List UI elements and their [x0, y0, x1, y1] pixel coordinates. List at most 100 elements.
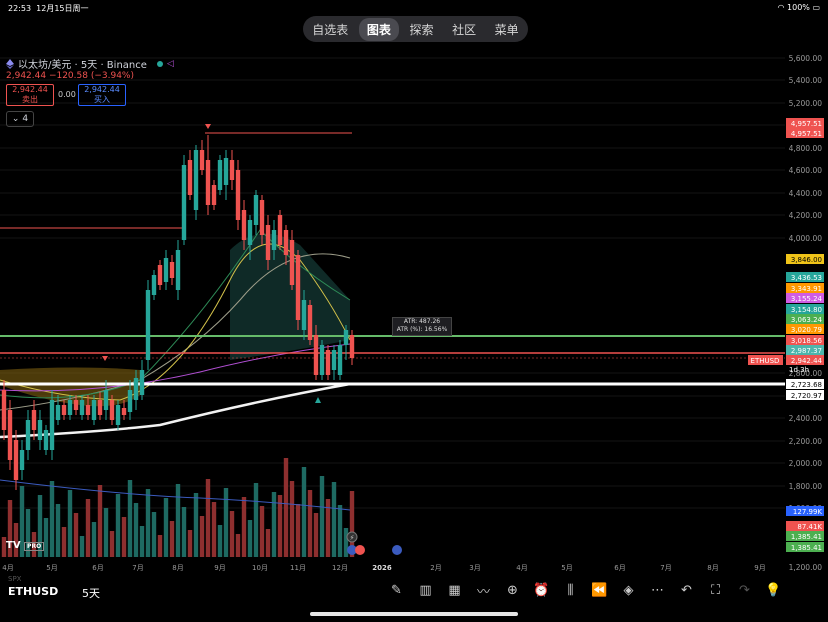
chart-type-icon[interactable]: ▥ [419, 583, 432, 598]
volume-bar [319, 476, 325, 557]
time-tick: 3月 [469, 564, 480, 572]
candle-body [295, 255, 301, 320]
more-icon[interactable]: ⋯ [651, 583, 664, 598]
indicator-toggle[interactable]: ⌄ 4 [6, 111, 34, 127]
rewind-icon[interactable]: ⏪ [591, 583, 608, 598]
time-tick: 8月 [172, 564, 183, 572]
redo-icon[interactable]: ↷ [739, 583, 750, 598]
candle [31, 400, 37, 440]
bottom-symbol[interactable]: ETHUSD [8, 585, 59, 598]
price-label: 2,723.68 [791, 381, 822, 389]
price-tick: 5,400.00 [789, 76, 823, 85]
volume-bar [91, 522, 97, 557]
candle [259, 195, 265, 245]
candle-body [307, 305, 313, 340]
price-label: 3,155.24 [791, 295, 823, 303]
tab-menu[interactable]: 菜单 [494, 22, 519, 37]
sell-button[interactable]: 2,942.44 卖出 [6, 84, 54, 106]
pencil-icon[interactable]: ✎ [391, 583, 402, 598]
candle-body [217, 160, 223, 190]
time-tick: 9月 [214, 564, 225, 572]
tab-community[interactable]: 社区 [452, 22, 477, 37]
candle-body [265, 225, 271, 260]
volume-bar [277, 495, 283, 557]
candle-body [211, 185, 217, 205]
candle [199, 140, 205, 175]
price-tick: 2,400.00 [789, 414, 823, 423]
tradingview-logo[interactable]: TV PRO [6, 540, 45, 551]
tab-watchlist[interactable]: 自选表 [312, 22, 349, 37]
undo-icon[interactable]: ↶ [681, 583, 692, 598]
ethusd-tag: ETHUSD [751, 357, 780, 365]
price-label-bg [786, 283, 824, 293]
buy-button[interactable]: 2,942.44 买入 [78, 84, 126, 106]
candle [331, 345, 337, 380]
candle-body [241, 210, 247, 240]
volume-bar [211, 502, 217, 557]
event-flag-icon [347, 545, 357, 555]
volume-bar [157, 535, 163, 557]
atr-tooltip: ATR: 487.26 ATR (%): 16.56% [392, 317, 452, 336]
volume-bar [37, 495, 43, 557]
volume-bar [73, 513, 79, 557]
tab-explore[interactable]: 探索 [409, 22, 434, 37]
replay-icon[interactable]: ⫼ [567, 583, 574, 598]
price-label: 4,957.51 [791, 120, 822, 128]
volume-bar [349, 491, 355, 557]
price-tick: 4,400.00 [789, 189, 823, 198]
candle-body [199, 150, 205, 170]
candle [43, 425, 49, 455]
share-icon[interactable]: ◁ [166, 58, 174, 69]
price-label: 4,957.51 [791, 130, 822, 138]
ethereum-icon [6, 58, 14, 69]
candle [55, 395, 61, 425]
candle-body [73, 400, 79, 410]
price-label: 2,987.37 [791, 347, 822, 355]
tab-chart[interactable]: 图表 [358, 17, 399, 41]
event-icons: ⚡ [346, 531, 402, 555]
atr-percent: ATR (%): 16.56% [396, 326, 448, 333]
candle-body [169, 262, 175, 278]
volume-bar [43, 518, 49, 557]
candle [289, 230, 295, 290]
event-bolt-icon [346, 531, 358, 543]
candle-body [115, 405, 121, 425]
volume-bar [55, 504, 61, 557]
volume-bar [313, 513, 319, 557]
volume-bar [337, 505, 343, 557]
candle [127, 380, 133, 420]
volume-bar [247, 520, 253, 557]
low-marker [315, 397, 321, 403]
candle [235, 160, 241, 230]
price-label-bg [786, 272, 824, 282]
symbol-header[interactable]: 以太坊/美元 · 5天 · Binance ◁ [6, 56, 174, 71]
plus-icon[interactable]: ⊕ [507, 583, 518, 598]
top-nav: 自选表 图表 探索 社区 菜单 [303, 16, 528, 42]
candle [7, 400, 13, 470]
time-tick: 2026 [372, 564, 392, 572]
battery-icon: ▭ [812, 3, 820, 12]
idea-icon[interactable]: 💡 [765, 583, 782, 598]
candle-body [163, 258, 169, 282]
candle [145, 280, 151, 370]
candle-body [187, 160, 193, 195]
price-chart[interactable]: 5,600.005,400.005,200.005,000.004,800.00… [0, 46, 828, 576]
time-tick: 11月 [290, 564, 306, 572]
fullscreen-icon[interactable]: ⛶ [710, 583, 721, 598]
layers-icon[interactable]: ◈ [623, 583, 634, 598]
chart-grid [0, 57, 785, 509]
alarm-icon[interactable]: ⏰ [533, 583, 550, 598]
bottom-interval[interactable]: 5天 [82, 587, 100, 600]
candle-body [55, 405, 61, 420]
indicator-icon[interactable]: 〰 [476, 585, 490, 600]
candle [85, 395, 91, 420]
volume-bar [85, 499, 91, 557]
grid-icon[interactable]: ▦ [448, 583, 461, 598]
price-label: 3,018.56 [791, 337, 823, 345]
price-label-bg [786, 542, 824, 552]
price-label-bg [786, 304, 824, 314]
candle [157, 260, 163, 290]
time-tick: 4月 [516, 564, 527, 572]
green-ma [0, 229, 351, 399]
volume-bar [235, 534, 241, 557]
